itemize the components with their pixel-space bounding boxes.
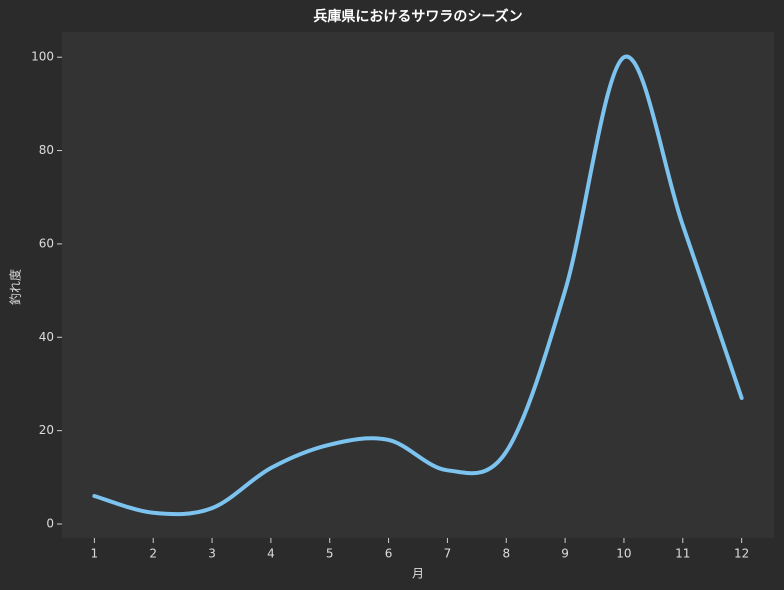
- x-tick-label: 9: [561, 547, 569, 561]
- line: [92, 54, 744, 517]
- x-tick-label: 1: [91, 547, 99, 561]
- y-tick-label: 20: [39, 423, 54, 437]
- plot-area: [62, 32, 774, 538]
- x-tick-label: 5: [326, 547, 334, 561]
- x-tick-label: 12: [734, 547, 749, 561]
- x-tick-label: 3: [208, 547, 216, 561]
- y-axis-label: 釣れ度: [8, 269, 23, 305]
- x-axis-label: 月: [412, 567, 424, 581]
- y-tick-label: 40: [39, 330, 54, 344]
- x-tick-label: 8: [502, 547, 510, 561]
- x-tick-label: 2: [149, 547, 157, 561]
- x-tick-label: 4: [267, 547, 275, 561]
- y-tick-label: 60: [39, 236, 54, 250]
- x-tick-label: 6: [385, 547, 393, 561]
- x-tick-label: 11: [675, 547, 690, 561]
- x-tick-label: 7: [444, 547, 452, 561]
- x-tick-label: 10: [616, 547, 631, 561]
- chart-title: 兵庫県におけるサワラのシーズン: [313, 8, 522, 25]
- y-tick-label: 100: [31, 50, 54, 64]
- y-tick-label: 80: [39, 143, 54, 157]
- y-tick-label: 0: [46, 516, 54, 530]
